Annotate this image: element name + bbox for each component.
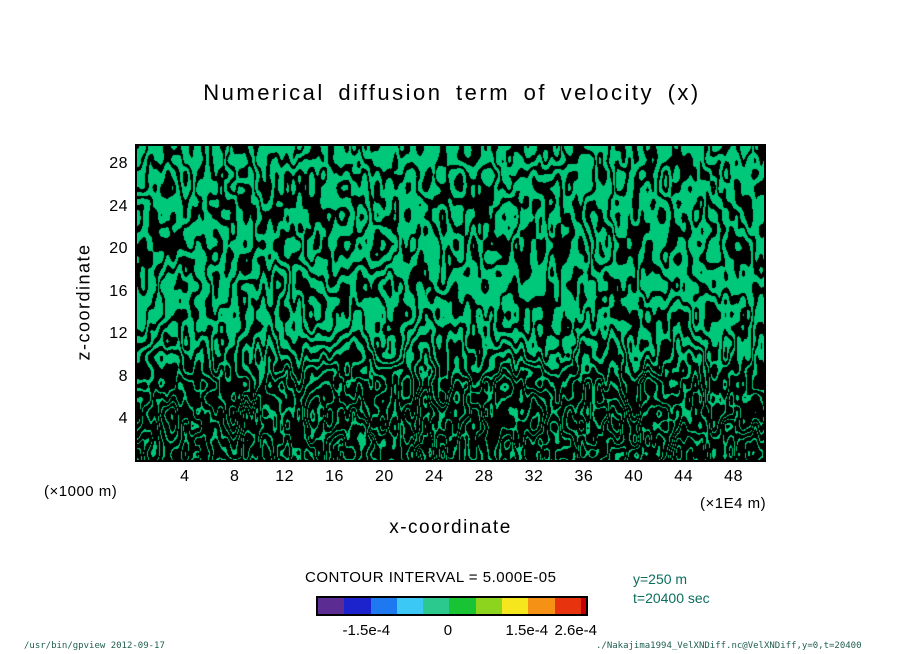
y-tick-label: 8 [118,367,128,385]
colorbar-segment [501,598,529,614]
contour-field-canvas [137,146,764,460]
y-axis-unit-label: (×1000 m) [44,483,118,500]
colorbar-tick-label: 1.5e-4 [505,622,549,639]
y-tick-label: 12 [109,325,128,343]
plot-annotations: y=250 m t=20400 sec [633,570,710,608]
x-tick-label: 28 [474,468,494,485]
y-tick-label: 16 [109,282,128,300]
contour-interval-text: CONTOUR INTERVAL = 5.000E-05 [305,569,557,586]
x-axis-label: x-coordinate [389,517,512,538]
y-tick-label: 28 [109,155,128,173]
footer-command-text: /usr/bin/gpview 2012-09-17 [24,641,165,651]
x-tick-label: 16 [325,468,344,485]
x-tick-label: 24 [424,468,444,485]
y-tick-label: 4 [118,410,128,428]
annotation-text: t=20400 sec [633,590,710,606]
colorbar-segment [318,598,345,614]
colorbar-tick-label: 0 [443,622,453,639]
colorbar-tick-labels: -1.5e-4 0 1.5e-4 2.6e-4 [316,622,597,640]
y-tick-label: 20 [109,240,128,258]
colorbar-segment [475,598,502,614]
annotation-text: y=250 m [633,571,688,587]
plot-area [135,144,766,462]
x-tick-label: 4 [180,468,190,485]
colorbar-tick-label: 2.6e-4 [554,622,598,639]
colorbar-segment [423,598,450,614]
y-axis-ticks: 4 8 12 16 20 24 28 [90,144,128,462]
colorbar-segment [528,598,555,614]
colorbar-segment [344,598,371,614]
x-tick-label: 36 [574,468,594,485]
x-tick-label: 48 [724,468,743,485]
chart-title: Numerical diffusion term of velocity (x) [203,80,701,105]
colorbar [316,596,588,616]
colorbar-segment [580,598,587,614]
colorbar-segment [370,598,397,614]
footer-source-text: ./Nakajima1994_VelXNDiff.nc@VelXNDiff,y=… [596,641,862,651]
y-tick-label: 24 [109,197,128,215]
x-tick-label: 8 [230,468,240,485]
colorbar-tick-label: -1.5e-4 [342,622,391,639]
x-axis-ticks: 4 8 12 16 20 24 28 32 36 40 44 48 [135,468,766,488]
colorbar-segment [449,598,476,614]
x-axis-unit-label: (×1E4 m) [700,495,767,512]
colorbar-segment [554,598,581,614]
colorbar-segment [396,598,424,614]
x-tick-label: 40 [624,468,644,485]
x-tick-label: 12 [275,468,295,485]
x-tick-label: 32 [524,468,544,485]
x-tick-label: 44 [674,468,694,485]
x-tick-label: 20 [375,468,394,485]
